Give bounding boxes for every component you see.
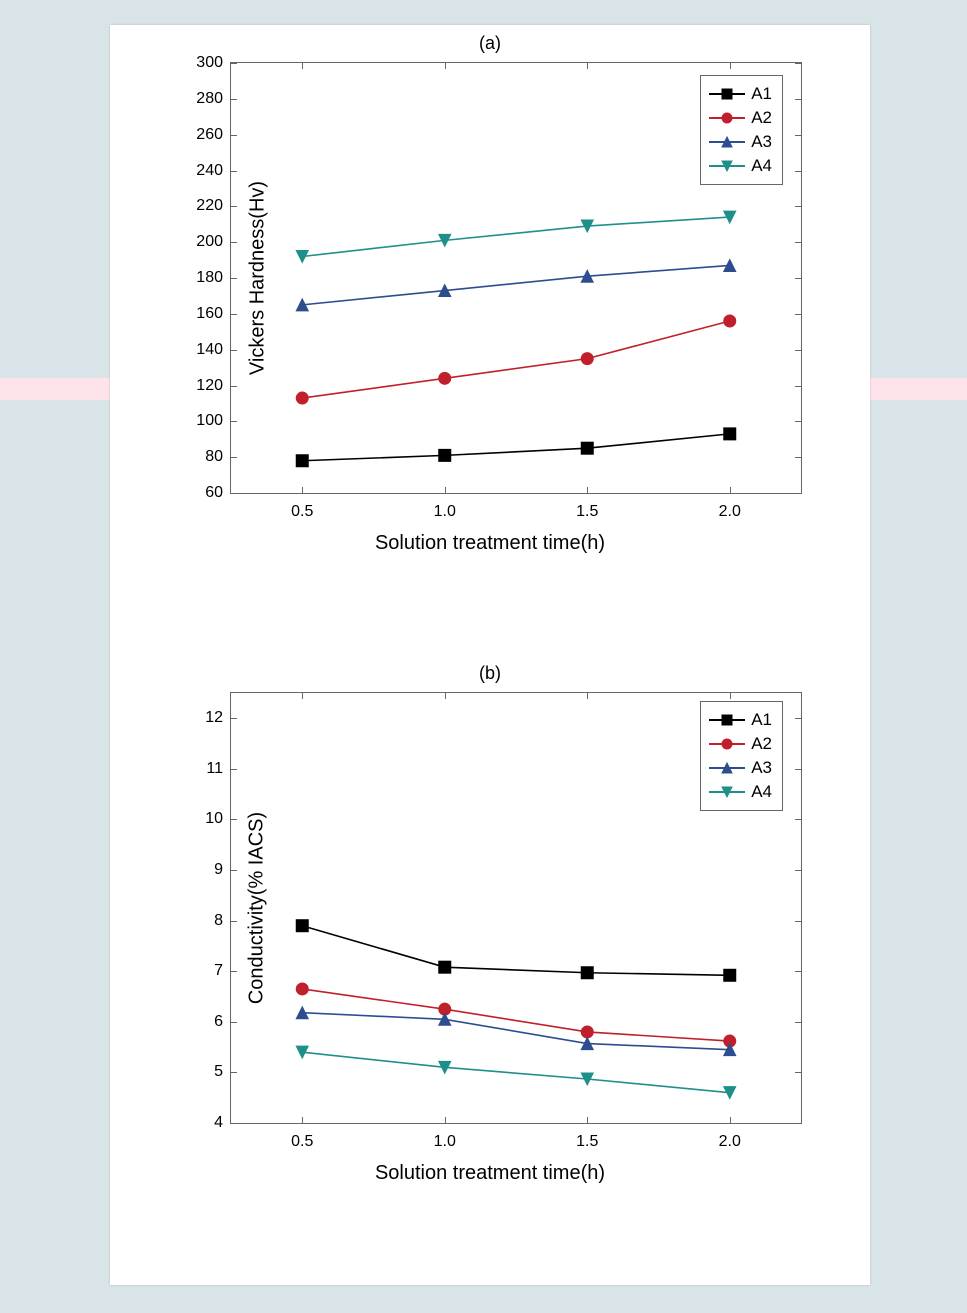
plot-area-b: Conductivity(% IACS) A1A2A3A4 4567891011… xyxy=(230,692,802,1124)
xtick-label: 1.5 xyxy=(576,1123,598,1151)
ytick-label: 100 xyxy=(196,412,231,430)
ytick-label: 160 xyxy=(196,305,231,323)
legend-label: A2 xyxy=(751,734,772,754)
ytick-label: 220 xyxy=(196,197,231,215)
legend-item-a2: A2 xyxy=(709,106,772,130)
ytick-label: 180 xyxy=(196,269,231,287)
ytick-label: 80 xyxy=(205,448,231,466)
legend-label: A4 xyxy=(751,782,772,802)
ytick-label: 5 xyxy=(214,1063,231,1081)
xtick-label: 2.0 xyxy=(719,1123,741,1151)
subplot-b-title: (b) xyxy=(110,655,870,692)
ytick-label: 12 xyxy=(205,709,231,727)
legend-label: A3 xyxy=(751,758,772,778)
legend-label: A1 xyxy=(751,710,772,730)
legend-item-a2: A2 xyxy=(709,732,772,756)
ytick-label: 11 xyxy=(206,760,231,778)
legend-a: A1 A2 A3 A4 xyxy=(700,75,783,185)
legend-item-a4: A4 xyxy=(709,154,772,178)
legend-item-a4: A4 xyxy=(709,780,772,804)
ytick-label: 240 xyxy=(196,162,231,180)
ytick-label: 60 xyxy=(205,484,231,502)
subplot-b: (b) Conductivity(% IACS) A1A2A3A4 456789… xyxy=(110,655,870,1205)
xtick-label: 1.0 xyxy=(434,493,456,521)
xtick-label: 0.5 xyxy=(291,1123,313,1151)
xtick-label: 0.5 xyxy=(291,493,313,521)
ytick-label: 300 xyxy=(196,54,231,72)
ytick-label: 7 xyxy=(214,962,231,980)
xlabel-b: Solution treatment time(h) xyxy=(110,1162,870,1185)
ytick-label: 280 xyxy=(196,90,231,108)
ytick-label: 260 xyxy=(196,126,231,144)
ytick-label: 8 xyxy=(214,912,231,930)
ytick-label: 200 xyxy=(196,233,231,251)
legend-item-a1: A1 xyxy=(709,708,772,732)
xtick-label: 1.0 xyxy=(434,1123,456,1151)
subplot-a: (a) Vickers Hardness(Hv) A1A2A3A4 608010… xyxy=(110,25,870,575)
ytick-label: 4 xyxy=(214,1114,231,1132)
ytick-label: 10 xyxy=(205,810,231,828)
plot-area-a: Vickers Hardness(Hv) A1A2A3A4 6080100120… xyxy=(230,62,802,494)
xlabel-a: Solution treatment time(h) xyxy=(110,532,870,555)
xtick-label: 1.5 xyxy=(576,493,598,521)
legend-label: A3 xyxy=(751,132,772,152)
legend-label: A4 xyxy=(751,156,772,176)
ytick-label: 120 xyxy=(196,377,231,395)
legend-item-a3: A3 xyxy=(709,756,772,780)
legend-b: A1 A2 A3 A4 xyxy=(700,701,783,811)
legend-item-a3: A3 xyxy=(709,130,772,154)
legend-label: A1 xyxy=(751,84,772,104)
legend-item-a1: A1 xyxy=(709,82,772,106)
ytick-label: 140 xyxy=(196,341,231,359)
xtick-label: 2.0 xyxy=(719,493,741,521)
figure-container: (a) Vickers Hardness(Hv) A1A2A3A4 608010… xyxy=(110,25,870,1285)
legend-label: A2 xyxy=(751,108,772,128)
ytick-label: 9 xyxy=(214,861,231,879)
ytick-label: 6 xyxy=(214,1013,231,1031)
